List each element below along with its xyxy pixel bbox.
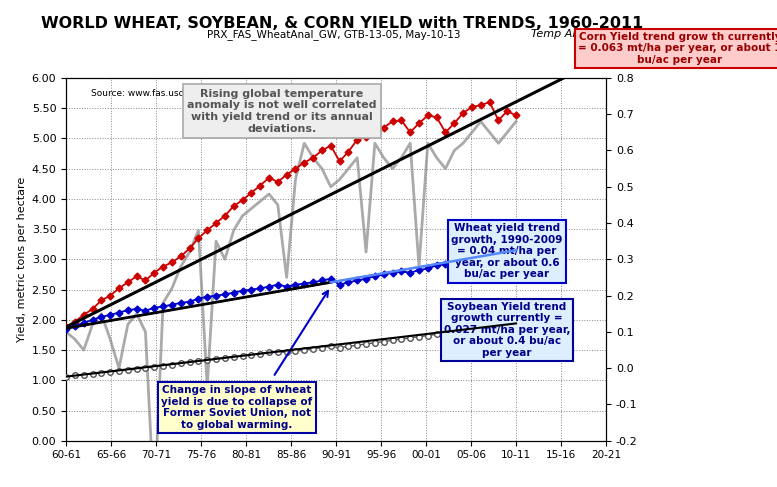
Text: PRX_FAS_WheatAnal_GW, GTB-13-05, May-10-13: PRX_FAS_WheatAnal_GW, GTB-13-05, May-10-… <box>207 29 461 40</box>
Text: Corn Yield trend grow th currently
= 0.063 mt/ha per year, or about 1
bu/ac per : Corn Yield trend grow th currently = 0.0… <box>578 32 777 65</box>
Text: Wheat yield trend
growth, 1990-2009
= 0.04 mt/ha per
year, or about 0.6
bu/ac pe: Wheat yield trend growth, 1990-2009 = 0.… <box>451 223 563 280</box>
Y-axis label: Yield, metric tons per hectare: Yield, metric tons per hectare <box>17 177 27 342</box>
Text: Soybean Yield trend
growth currently =
0.027 mt/ha per year,
or about 0.4 bu/ac
: Soybean Yield trend growth currently = 0… <box>444 301 570 358</box>
Text: Rising global temperature
anomaly is not well correlated
with yield trend or its: Rising global temperature anomaly is not… <box>187 89 377 133</box>
Text: Change in slope of wheat
yield is due to collapse of
Former Soviet Union, not
to: Change in slope of wheat yield is due to… <box>162 385 312 430</box>
Text: Source: www.fas.usda.gov/psdonline, accessed May-10-13: Source: www.fas.usda.gov/psdonline, acce… <box>91 89 354 98</box>
Text: Temp Anomaly, degrees C: Temp Anomaly, degrees C <box>531 29 676 39</box>
Text: WORLD WHEAT, SOYBEAN, & CORN YIELD with TRENDS, 1960-2011: WORLD WHEAT, SOYBEAN, & CORN YIELD with … <box>40 16 643 31</box>
